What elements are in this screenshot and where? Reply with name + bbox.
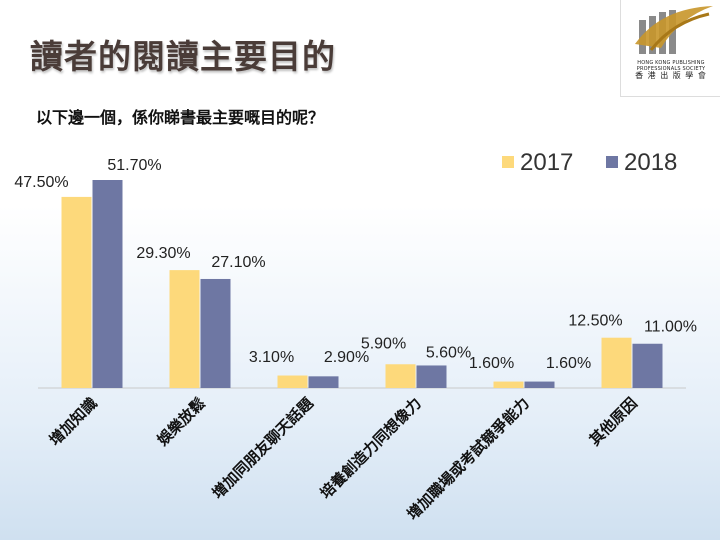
bar-2018-3	[308, 376, 339, 388]
question-subtitle: 以下邊一個，係你睇書最主要嘅目的呢？	[36, 108, 325, 127]
bar-2017-3	[277, 375, 308, 388]
bar-2018-5	[524, 381, 555, 388]
data-label-2017-4: 5.90%	[361, 335, 406, 352]
legend-label-2018: 2018	[624, 149, 677, 176]
bar-2017-5	[493, 381, 524, 388]
society-logo: HONG KONG PUBLISHING PROFESSIONALS SOCIE…	[620, 0, 720, 97]
logo-english-name: HONG KONG PUBLISHING PROFESSIONALS SOCIE…	[636, 60, 706, 72]
data-label-2018-1: 51.70%	[107, 157, 161, 174]
data-label-2018-2: 27.10%	[211, 254, 265, 271]
bar-2017-1	[61, 196, 92, 388]
category-label-2: 娛樂放鬆	[153, 394, 209, 450]
logo-chinese-name: 香 港 出 版 學 會	[635, 71, 707, 80]
data-label-2018-3: 2.90%	[324, 349, 369, 366]
bar-2018-2	[200, 278, 231, 388]
category-label-1: 增加知識	[46, 394, 101, 449]
bar-2017-2	[169, 270, 200, 388]
category-label-6: 其他原因	[586, 394, 641, 449]
legend-label-2017: 2017	[520, 149, 573, 176]
data-label-2018-6: 11.00%	[644, 319, 697, 336]
data-label-2017-3: 3.10%	[249, 349, 294, 366]
bar-2018-1	[92, 180, 123, 388]
logo-emblem-icon	[635, 6, 713, 54]
legend-swatch-2017	[502, 156, 514, 168]
slide-title: 讀者的閱讀主要目的	[30, 37, 336, 76]
category-label-4: 培養創造力同想像力	[317, 394, 425, 502]
bar-2017-6	[601, 337, 632, 388]
data-label-2017-1: 47.50%	[14, 174, 68, 191]
bar-2018-4	[416, 365, 447, 388]
bar-2017-4	[385, 364, 416, 388]
legend-swatch-2018	[606, 156, 618, 168]
bar-2018-6	[632, 343, 663, 388]
data-label-2017-5: 1.60%	[469, 355, 514, 372]
data-label-2017-2: 29.30%	[136, 245, 190, 262]
category-label-3: 增加同朋友聊天話題	[209, 393, 318, 502]
data-label-2018-4: 5.60%	[426, 344, 471, 361]
data-label-2017-6: 12.50%	[568, 313, 622, 330]
data-label-2018-5: 1.60%	[546, 355, 591, 372]
category-label-5: 增加職場或考試競爭能力	[403, 394, 532, 523]
